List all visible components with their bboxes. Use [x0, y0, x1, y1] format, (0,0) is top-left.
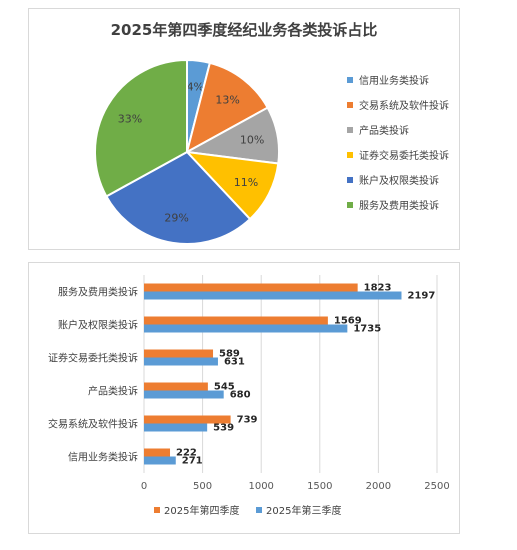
bar-chart: 0 500 1000 1500 2000 2500 服务及费用类投诉 1823 2197 账户及权… [48, 275, 450, 517]
bar-data-label: 1569 [334, 316, 362, 327]
pie-data-label: 29% [164, 211, 188, 224]
legend-swatch [347, 202, 353, 208]
legend-entry: 信用业务类投诉 [359, 74, 429, 87]
pie-data-label: 33% [118, 112, 142, 125]
pie-data-label: 10% [240, 134, 264, 147]
legend-entry: 2025年第三季度 [266, 504, 341, 517]
legend-swatch [347, 152, 353, 158]
x-tick-label: 0 [141, 481, 147, 492]
bar [144, 349, 214, 358]
bar [144, 456, 176, 465]
bar-data-label: 589 [219, 349, 240, 360]
pie-slice [185, 61, 269, 154]
pie-data-label: 11% [234, 176, 258, 189]
pie-chart-panel: 2025年第四季度经纪业务各类投诉占比 4% 13% 10% 11% 29% 33% 信用业… [28, 8, 460, 250]
legend-swatch [347, 102, 353, 108]
legend-swatch [256, 507, 262, 513]
bar [144, 291, 402, 300]
bar [144, 324, 348, 333]
bar [144, 415, 231, 424]
x-tick-label: 2000 [366, 481, 391, 492]
category-label: 产品类投诉 [88, 385, 138, 398]
category-label: 交易系统及软件投诉 [48, 418, 138, 431]
bar-data-label: 1735 [353, 324, 381, 335]
category-label: 信用业务类投诉 [68, 451, 138, 464]
bar-chart-panel: 0 500 1000 1500 2000 2500 服务及费用类投诉 1823 2197 账户及权… [28, 262, 460, 534]
legend-swatch [347, 77, 353, 83]
bar-data-label: 271 [182, 456, 203, 467]
bar [144, 448, 171, 457]
category-label: 账户及权限类投诉 [58, 319, 138, 332]
bar-data-label: 739 [237, 415, 258, 426]
legend-swatch [347, 127, 353, 133]
bar [144, 390, 224, 399]
x-tick-label: 2500 [424, 481, 449, 492]
x-tick-label: 1500 [307, 481, 332, 492]
pie-chart: 4% 13% 10% 11% 29% 33% 信用业务类投诉交易系统及软件投诉产品类投诉证券… [94, 58, 449, 245]
bar [144, 357, 218, 366]
pie-chart-title: 2025年第四季度经纪业务各类投诉占比 [110, 21, 378, 39]
bar-data-label: 545 [214, 382, 235, 393]
bar-data-label: 1823 [364, 283, 392, 294]
category-label: 服务及费用类投诉 [58, 286, 138, 299]
pie-data-label: 13% [215, 94, 239, 107]
legend-entry: 服务及费用类投诉 [359, 199, 439, 212]
legend-entry: 证券交易委托类投诉 [359, 149, 449, 162]
bar [144, 382, 208, 391]
bar-data-label: 631 [224, 357, 245, 368]
legend-swatch [154, 507, 160, 513]
pie-data-label: 4% [187, 80, 204, 93]
bar-data-label: 222 [176, 448, 197, 459]
category-label: 证券交易委托类投诉 [48, 352, 138, 365]
x-tick-label: 1000 [248, 481, 273, 492]
x-tick-label: 500 [193, 481, 212, 492]
bar [144, 283, 358, 292]
legend-entry: 2025年第四季度 [164, 504, 239, 517]
bar [144, 423, 208, 432]
legend-entry: 交易系统及软件投诉 [359, 99, 449, 112]
legend-entry: 产品类投诉 [359, 124, 409, 137]
legend-entry: 账户及权限类投诉 [359, 174, 439, 187]
legend-swatch [347, 177, 353, 183]
pie-slice [105, 150, 252, 245]
bar-data-label: 539 [213, 423, 234, 434]
bar-data-label: 680 [230, 390, 251, 401]
pie-slice [94, 58, 188, 198]
bar-data-label: 2197 [407, 291, 435, 302]
bar [144, 316, 328, 325]
